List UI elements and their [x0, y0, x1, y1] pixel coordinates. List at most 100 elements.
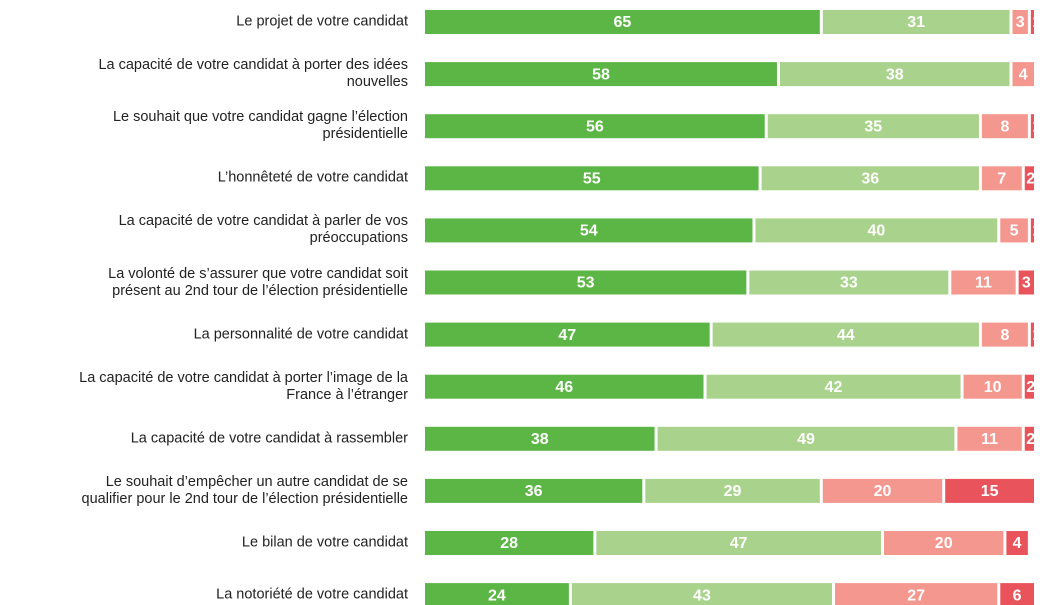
value-label: 15 — [981, 483, 999, 500]
bar-segment — [425, 218, 753, 243]
bar-segment — [596, 531, 881, 555]
category-label: La notoriété de votre candidat — [216, 586, 408, 603]
value-label: 2 — [1026, 171, 1035, 188]
bar-segment — [957, 426, 1022, 451]
category-label: La capacité de votre candidat à rassembl… — [130, 430, 408, 447]
category-label: Le souhait que votre candidat gagne l’él… — [112, 109, 408, 143]
value-label: 6 — [1013, 587, 1022, 604]
value-label: 65 — [614, 14, 632, 31]
bar-segment — [1030, 218, 1034, 243]
value-label: 2 — [1026, 379, 1035, 396]
value-label: 8 — [1000, 118, 1009, 135]
value-label: 20 — [874, 483, 892, 500]
value-label: 1 — [1032, 118, 1041, 135]
value-label: 10 — [984, 379, 1002, 396]
bar-segment — [1006, 531, 1028, 555]
bar-segment — [425, 62, 777, 87]
bar-segment — [425, 583, 569, 605]
value-label: 38 — [531, 431, 549, 448]
bar-segment — [1000, 218, 1028, 243]
value-label: 28 — [500, 535, 518, 552]
bar-segment — [1012, 62, 1034, 87]
category-label: Le bilan de votre candidat — [241, 534, 408, 551]
value-label: 36 — [861, 171, 879, 188]
value-label: 5 — [1010, 223, 1019, 240]
bar-segment — [963, 374, 1022, 399]
bar-segment — [706, 374, 961, 399]
value-label: 4 — [1019, 66, 1028, 83]
bar-segment — [779, 62, 1010, 87]
bar-segment — [1012, 10, 1028, 34]
bar-segment — [425, 270, 747, 295]
bar-segment — [1030, 114, 1034, 139]
value-label: 47 — [558, 327, 576, 344]
value-label: 3 — [1016, 14, 1025, 31]
value-label: 35 — [864, 118, 882, 135]
value-label: 58 — [592, 66, 610, 83]
bar-segment — [1024, 426, 1034, 451]
bar-segment — [951, 270, 1016, 295]
bar-segment — [755, 218, 998, 243]
category-label: La personnalité de votre candidat — [193, 326, 408, 343]
value-label: 24 — [488, 587, 506, 604]
bar-segment — [645, 478, 820, 503]
bar-segment — [945, 478, 1034, 503]
bar-segment — [571, 583, 833, 605]
value-label: 54 — [580, 223, 598, 240]
value-label: 1 — [1032, 327, 1041, 344]
value-label: 56 — [586, 118, 604, 135]
value-label: 2 — [1026, 431, 1035, 448]
category-label: La capacité de votre candidat à porter l… — [79, 369, 408, 403]
bar-segment — [767, 114, 979, 139]
bar-segment — [1030, 322, 1034, 347]
value-label: 1 — [1032, 14, 1041, 31]
bar-segment — [425, 114, 765, 139]
value-label: 49 — [797, 431, 815, 448]
bar-segment — [425, 374, 704, 399]
bar-segment — [835, 583, 998, 605]
bar-segment — [749, 270, 949, 295]
value-label: 43 — [693, 587, 711, 604]
category-label: Le souhait d’empêcher un autre candidat … — [81, 473, 408, 507]
bar-segment — [884, 531, 1004, 555]
value-label: 55 — [583, 171, 601, 188]
value-label: 7 — [997, 171, 1006, 188]
category-label: La capacité de votre candidat à porter d… — [98, 57, 408, 91]
bar-segment — [657, 426, 955, 451]
value-label: 4 — [1013, 535, 1022, 552]
bar-segment — [425, 426, 655, 451]
value-label: 8 — [1000, 327, 1009, 344]
value-label: 40 — [867, 223, 885, 240]
bar-segment — [425, 478, 643, 503]
value-label: 46 — [555, 379, 573, 396]
bar-segment — [822, 10, 1010, 34]
bar-segment — [1024, 166, 1034, 191]
value-label: 33 — [840, 275, 858, 292]
value-label: 44 — [837, 327, 855, 344]
value-label: 29 — [724, 483, 742, 500]
category-label: Le projet de votre candidat — [236, 13, 408, 30]
bar-segment — [712, 322, 979, 347]
value-label: 42 — [825, 379, 843, 396]
category-label: La volonté de s’assurer que votre candid… — [108, 265, 408, 299]
bar-segment — [1030, 10, 1034, 34]
value-label: 11 — [975, 275, 992, 292]
value-label: 1 — [1032, 223, 1041, 240]
bar-segment — [425, 166, 759, 191]
bar-segment — [761, 166, 979, 191]
bar-segment — [981, 322, 1028, 347]
value-label: 53 — [577, 275, 595, 292]
bar-segment — [425, 322, 710, 347]
bar-segment — [1024, 374, 1034, 399]
value-label: 47 — [730, 535, 748, 552]
bar-segment — [981, 166, 1022, 191]
value-label: 38 — [886, 66, 904, 83]
value-label: 27 — [907, 587, 925, 604]
value-label: 20 — [935, 535, 953, 552]
value-label: 31 — [907, 14, 925, 31]
bar-segment — [425, 531, 594, 555]
value-label: 36 — [525, 483, 543, 500]
category-label: La capacité de votre candidat à parler d… — [118, 213, 408, 247]
